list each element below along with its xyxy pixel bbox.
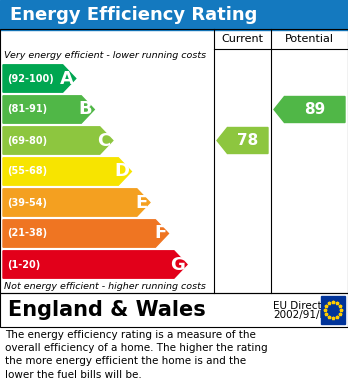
Text: Energy Efficiency Rating: Energy Efficiency Rating: [10, 6, 258, 24]
Polygon shape: [3, 189, 150, 216]
Bar: [0, 293, 348, 327]
Polygon shape: [3, 158, 132, 185]
Text: (92-100): (92-100): [7, 74, 54, 84]
Bar: [0, 0, 348, 30]
Polygon shape: [3, 220, 168, 247]
Polygon shape: [3, 251, 187, 278]
Text: (55-68): (55-68): [7, 167, 47, 176]
Text: D: D: [114, 163, 129, 181]
Text: 2002/91/EC: 2002/91/EC: [273, 310, 333, 320]
Polygon shape: [3, 96, 94, 123]
Text: Not energy efficient - higher running costs: Not energy efficient - higher running co…: [4, 282, 206, 291]
Text: Current: Current: [221, 34, 263, 44]
Polygon shape: [274, 97, 345, 122]
Text: 78: 78: [237, 133, 258, 148]
Text: England & Wales: England & Wales: [8, 300, 206, 320]
Text: EU Directive: EU Directive: [273, 301, 337, 311]
Text: (69-80): (69-80): [7, 136, 47, 145]
Text: (81-91): (81-91): [7, 104, 47, 115]
Text: B: B: [79, 100, 92, 118]
Text: F: F: [154, 224, 166, 242]
Bar: [321, 296, 345, 324]
Polygon shape: [3, 127, 113, 154]
Text: (1-20): (1-20): [7, 260, 40, 269]
Text: 89: 89: [304, 102, 325, 117]
Text: A: A: [60, 70, 74, 88]
Text: G: G: [170, 255, 185, 273]
Text: Potential: Potential: [285, 34, 334, 44]
Polygon shape: [217, 127, 268, 154]
Text: (39-54): (39-54): [7, 197, 47, 208]
Text: The energy efficiency rating is a measure of the
overall efficiency of a home. T: The energy efficiency rating is a measur…: [5, 330, 268, 380]
Text: (21-38): (21-38): [7, 228, 47, 239]
Text: E: E: [136, 194, 148, 212]
Text: Very energy efficient - lower running costs: Very energy efficient - lower running co…: [4, 52, 206, 61]
Polygon shape: [3, 65, 76, 92]
Text: C: C: [97, 131, 111, 149]
Bar: [0, 29, 348, 293]
